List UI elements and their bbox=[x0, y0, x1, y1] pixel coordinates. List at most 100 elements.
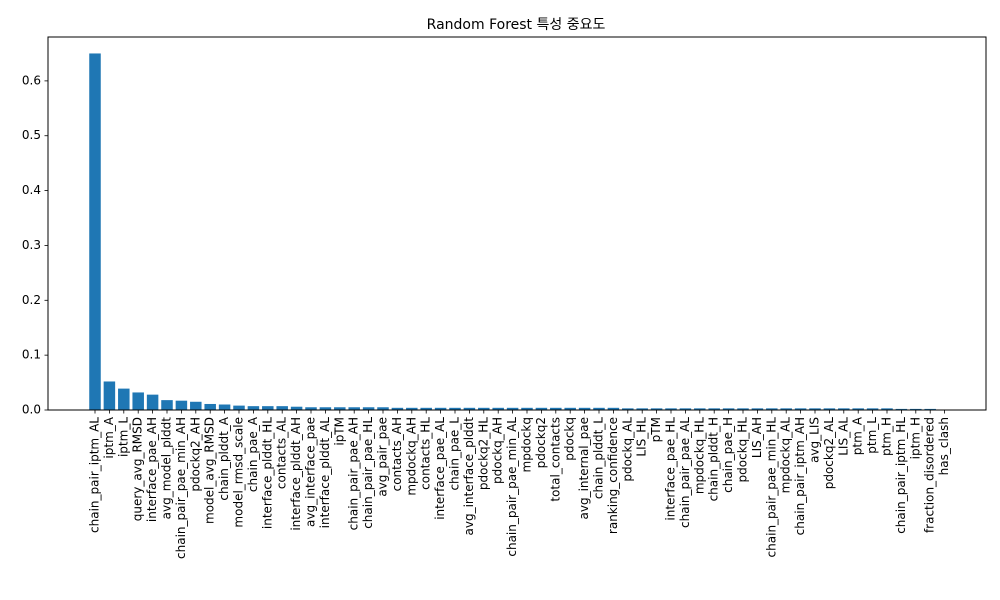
x-tick-label: model_avg_RMSD bbox=[203, 417, 217, 524]
x-tick-label: chain_plddt_H bbox=[707, 417, 721, 501]
bar-pdockq_AH bbox=[492, 407, 504, 410]
bar-chain_pae_A bbox=[247, 406, 260, 410]
bar-ipTM bbox=[334, 407, 346, 410]
bar-chain_plddt_A bbox=[218, 404, 231, 410]
x-tick-label: interface_pae_AH bbox=[145, 417, 159, 522]
bar-ptm_L bbox=[866, 408, 879, 410]
x-tick-label: mpdockq_HL bbox=[692, 417, 706, 494]
bar-pTM bbox=[650, 408, 663, 410]
bar-query_avg_RMSD bbox=[132, 392, 144, 410]
bar-chain_pae_H bbox=[722, 408, 735, 410]
bar-avg_model_plddt bbox=[161, 400, 173, 410]
x-tick-label: iptm_H bbox=[908, 417, 922, 459]
x-tick-label: chain_plddt_L bbox=[592, 417, 606, 499]
bar-model_rmsd_scale bbox=[233, 405, 245, 410]
bar-avg_LIS bbox=[809, 408, 821, 410]
x-tick-label: iptm_L bbox=[116, 417, 130, 457]
x-tick-label: mpdockq_AH bbox=[404, 417, 418, 496]
plot-frame bbox=[47, 36, 987, 411]
x-tick-label: LIS_AH bbox=[750, 417, 764, 458]
bar-ptm_A bbox=[852, 408, 864, 410]
y-tick-label: 0.4 bbox=[22, 183, 41, 197]
x-tick-label: ptm_H bbox=[880, 417, 894, 456]
x-tick-label: interface_plddt_AL bbox=[318, 417, 332, 529]
bar-pdockq2_HL bbox=[478, 407, 490, 410]
x-tick-label: avg_pair_pae bbox=[376, 417, 390, 497]
x-tick-label: chain_pair_iptm_AH bbox=[793, 417, 807, 535]
x-tick-label: model_rmsd_scale bbox=[232, 417, 246, 528]
x-tick-label: pdockq2_AH bbox=[188, 417, 202, 492]
bar-chain_pair_iptm_HL bbox=[895, 408, 908, 410]
x-tick-label: pdockq2 bbox=[534, 417, 548, 468]
bar-chain_pair_pae_HL bbox=[362, 407, 375, 410]
x-tick-label: avg_internal_pae bbox=[577, 417, 591, 519]
bar-interface_pae_HL bbox=[665, 408, 677, 410]
bar-avg_internal_pae bbox=[578, 407, 591, 410]
bar-iptm_L bbox=[118, 388, 130, 410]
x-tick-label: LIS_HL bbox=[635, 417, 649, 457]
y-tick-label: 0.1 bbox=[22, 348, 41, 362]
x-tick-label: chain_pair_pae_min_HL bbox=[764, 417, 778, 558]
x-tick-label: pTM bbox=[649, 417, 663, 442]
x-tick-label: ptm_A bbox=[851, 416, 865, 455]
x-tick-label: chain_pair_iptm_AL bbox=[88, 417, 102, 533]
x-tick-label: contacts_HL bbox=[419, 417, 433, 490]
bar-contacts_AL bbox=[276, 406, 288, 410]
bar-pdockq2_AH bbox=[190, 401, 202, 410]
bar-ranking_confidence bbox=[607, 407, 620, 410]
bar-avg_pair_pae bbox=[377, 407, 389, 410]
x-tick-label: pdockq2_HL bbox=[476, 417, 490, 490]
bar-iptm_A bbox=[103, 381, 116, 410]
chart-title: Random Forest 특성 중요도 bbox=[427, 17, 606, 33]
bar-contacts_HL bbox=[420, 407, 432, 410]
bar-chain_pair_pae_min_HL bbox=[766, 408, 778, 410]
bar-avg_interface_pae bbox=[305, 407, 317, 410]
bar-chain_pair_iptm_AH bbox=[794, 408, 807, 410]
x-tick-label: avg_interface_plddt bbox=[462, 417, 476, 536]
x-tick-label: contacts_AL bbox=[275, 417, 289, 489]
x-tick-label: interface_pae_HL bbox=[664, 417, 678, 521]
x-tick-label: LIS_AL bbox=[836, 417, 850, 456]
bar-chain_pae_L bbox=[449, 407, 461, 410]
x-tick-label: ptm_L bbox=[865, 417, 879, 454]
x-tick-label: chain_pair_pae_min_AH bbox=[174, 417, 188, 559]
bar-LIS_AL bbox=[838, 408, 850, 410]
bar-chain_pair_pae_AL bbox=[679, 408, 692, 410]
bar-LIS_HL bbox=[636, 408, 648, 410]
bar-pdockq_HL bbox=[737, 408, 749, 410]
bar-mpdockq_HL bbox=[694, 408, 706, 410]
bar-mpdockq_AH bbox=[406, 407, 418, 410]
bar-ptm_H bbox=[881, 408, 893, 410]
x-tick-label: pdockq bbox=[563, 417, 577, 461]
bar-LIS_AH bbox=[751, 408, 764, 410]
y-tick-label: 0.3 bbox=[22, 238, 41, 252]
bar-interface_plddt_AH bbox=[290, 406, 303, 410]
x-tick-label: avg_LIS bbox=[808, 417, 822, 463]
x-tick-label: fraction_disordered bbox=[923, 417, 937, 533]
x-tick-label: pdockq_HL bbox=[736, 417, 750, 483]
x-tick-label: pdockq_AH bbox=[491, 417, 505, 484]
x-tick-label: interface_pae_AL bbox=[433, 417, 447, 520]
x-tick-label: chain_pair_pae_min_AL bbox=[505, 417, 519, 557]
bar-mpdockq bbox=[521, 407, 533, 410]
x-tick-label: chain_pae_H bbox=[721, 417, 735, 493]
bar-chain_pair_pae_AH bbox=[348, 407, 360, 410]
y-tick-label: 0.6 bbox=[22, 73, 41, 87]
bar-model_avg_RMSD bbox=[204, 403, 216, 410]
x-tick-label: interface_plddt_HL bbox=[260, 417, 274, 529]
x-tick-label: chain_pair_iptm_HL bbox=[894, 417, 908, 534]
y-axis: 0.0 0.1 0.2 0.3 0.4 0.5 0.6 bbox=[22, 73, 48, 417]
x-tick-label: avg_model_plddt bbox=[160, 417, 174, 520]
bar-fraction_disordered bbox=[924, 408, 936, 410]
x-tick-label: contacts_AH bbox=[390, 417, 404, 491]
bar-iptm_H bbox=[910, 408, 922, 410]
x-tick-label: chain_pae_A bbox=[246, 416, 260, 492]
x-tick-label: interface_plddt_AH bbox=[289, 417, 303, 531]
bar-interface_pae_AL bbox=[434, 407, 447, 410]
bar-pdockq_AL bbox=[622, 408, 634, 410]
bar-interface_pae_AH bbox=[146, 394, 159, 410]
x-tick-label: ranking_confidence bbox=[606, 417, 620, 534]
bar-avg_interface_plddt bbox=[463, 407, 476, 410]
x-tick-label: total_contacts bbox=[548, 417, 562, 502]
